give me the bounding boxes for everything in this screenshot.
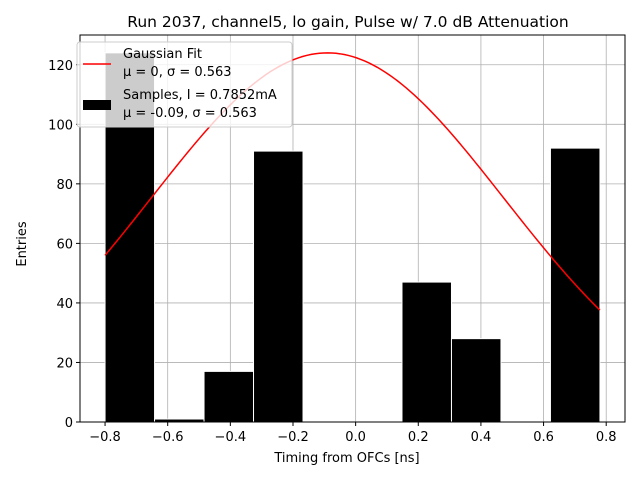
x-axis-label: Timing from OFCs [ns] bbox=[273, 451, 419, 466]
legend-fit-label: Gaussian Fit bbox=[123, 47, 202, 62]
plot-frame bbox=[79, 34, 626, 423]
y-axis-label: Entries bbox=[15, 221, 30, 267]
legend-samples-swatch bbox=[83, 100, 111, 110]
histogram-bar bbox=[401, 281, 452, 423]
y-tick-label: 20 bbox=[56, 356, 73, 371]
histogram-bar bbox=[450, 338, 502, 423]
x-tick-label: −0.6 bbox=[152, 430, 184, 445]
x-tick-label: 0.4 bbox=[471, 430, 492, 445]
x-tick-label: 0.8 bbox=[596, 430, 617, 445]
x-tick-label: −0.2 bbox=[277, 430, 309, 445]
histogram-bar bbox=[253, 150, 304, 423]
y-tick-label: 60 bbox=[56, 237, 73, 252]
y-tick-label: 80 bbox=[56, 178, 73, 193]
chart-title: Run 2037, channel5, lo gain, Pulse w/ 7.… bbox=[127, 13, 568, 31]
gaussian-fit-line bbox=[104, 52, 601, 311]
legend-samples-label: Samples, I = 0.7852mA bbox=[123, 88, 277, 103]
x-axis-ticks: −0.8 −0.6 −0.4 −0.2 0.0 0.2 0.4 0.6 0.8 bbox=[89, 422, 617, 445]
legend: Gaussian Fit μ = 0, σ = 0.563 Samples, I… bbox=[76, 41, 293, 128]
y-tick-label: 120 bbox=[48, 59, 73, 74]
legend-fit-params: μ = 0, σ = 0.563 bbox=[123, 65, 232, 80]
x-tick-label: −0.4 bbox=[215, 430, 247, 445]
x-tick-label: 0.0 bbox=[345, 430, 366, 445]
x-tick-label: 0.2 bbox=[408, 430, 429, 445]
histogram-bar bbox=[203, 370, 255, 423]
y-tick-label: 0 bbox=[65, 416, 73, 431]
y-tick-label: 40 bbox=[56, 297, 73, 312]
x-tick-label: −0.8 bbox=[89, 430, 121, 445]
y-axis-ticks: 0 20 40 60 80 100 120 bbox=[48, 59, 80, 431]
legend-box bbox=[76, 41, 293, 128]
fit-curve-layer bbox=[104, 52, 601, 311]
x-tick-label: 0.6 bbox=[533, 430, 554, 445]
y-tick-label: 100 bbox=[48, 118, 73, 133]
legend-samples-params: μ = -0.09, σ = 0.563 bbox=[123, 106, 257, 121]
